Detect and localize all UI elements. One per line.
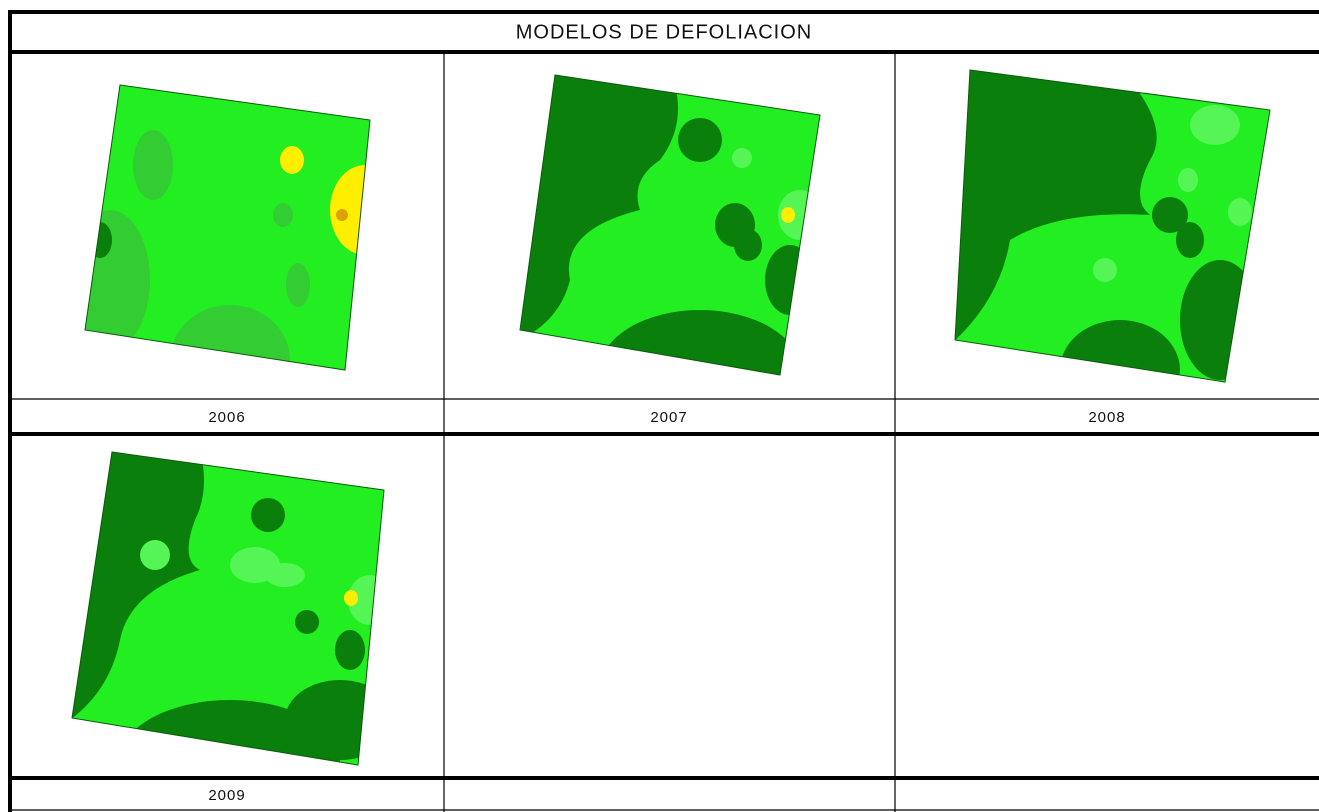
- map-outline: [954, 69, 1271, 383]
- caption: 2008: [1088, 409, 1125, 426]
- map-2009: [72, 452, 384, 765]
- caption: 2009: [208, 787, 245, 804]
- table-borders: [8, 10, 1319, 812]
- caption: 2006: [208, 409, 245, 426]
- map-outline: [519, 74, 821, 376]
- map-2008: [955, 70, 1270, 382]
- map-2006: [85, 85, 370, 370]
- map-outline: [84, 84, 371, 371]
- map-outline: [71, 451, 385, 766]
- table-title: MODELOS DE DEFOLIACION: [516, 21, 813, 43]
- caption: 2007: [650, 409, 687, 426]
- map-2007: [520, 75, 820, 375]
